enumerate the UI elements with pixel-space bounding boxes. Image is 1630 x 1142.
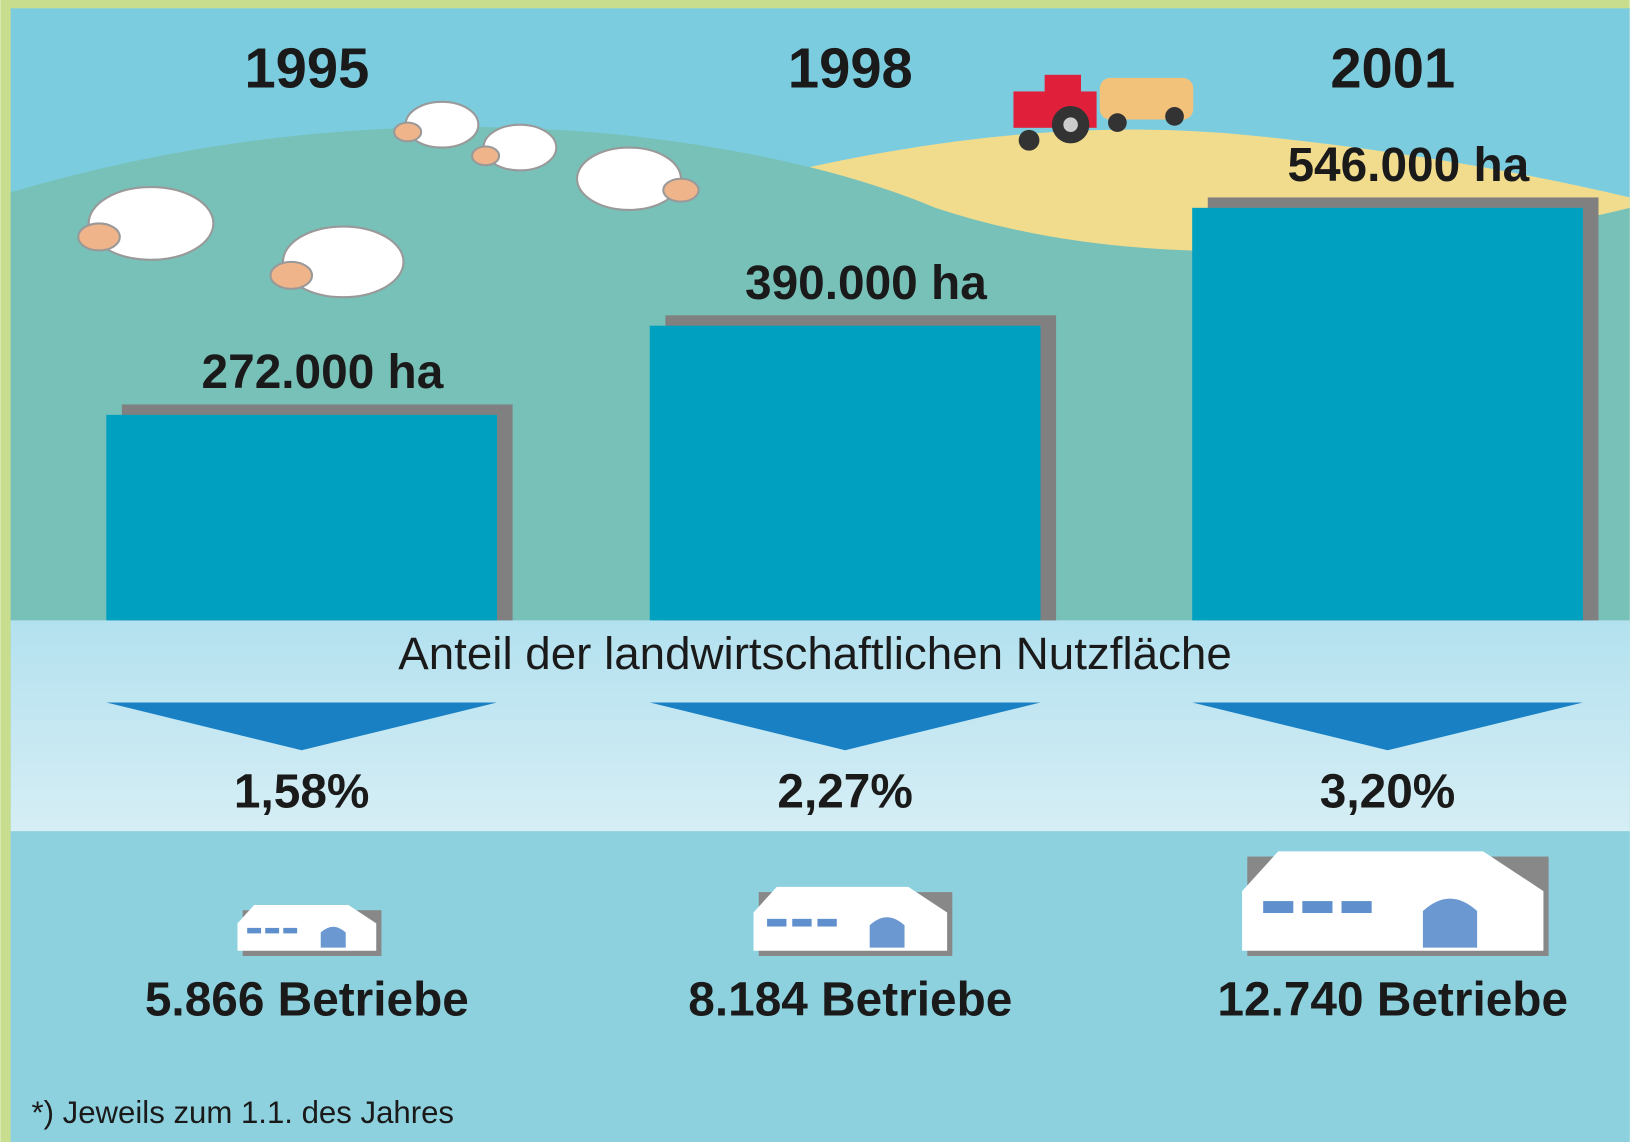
building-window xyxy=(1302,901,1333,914)
year-label: 2001 xyxy=(1330,37,1455,100)
farm-building xyxy=(1242,851,1544,951)
value-label: 390.000 ha xyxy=(745,257,987,310)
sheep-flock xyxy=(77,100,700,299)
bar xyxy=(1192,207,1583,621)
building-window xyxy=(817,918,837,927)
share-arrow xyxy=(106,702,498,751)
bar xyxy=(649,325,1041,621)
farm-label: 8.184 Betriebe xyxy=(688,973,1012,1026)
building-window xyxy=(283,927,298,934)
value-label: 546.000 ha xyxy=(1287,139,1529,192)
share-label: 1,58% xyxy=(234,766,369,819)
building-window xyxy=(265,927,280,934)
building-door xyxy=(320,926,346,948)
share-arrow xyxy=(649,702,1041,751)
footnote: *) Jeweils zum 1.1. des Jahres xyxy=(31,1095,454,1130)
value-label: 272.000 ha xyxy=(202,346,444,399)
farm-building xyxy=(237,905,377,951)
tractor xyxy=(1013,74,1194,151)
building-window xyxy=(792,918,812,927)
share-label: 3,20% xyxy=(1320,766,1455,819)
building-window xyxy=(1341,901,1372,914)
building-window xyxy=(1263,901,1294,914)
building-door xyxy=(869,917,905,948)
building-window xyxy=(767,918,787,927)
building-door xyxy=(1422,898,1478,948)
bar xyxy=(106,414,498,621)
building-window xyxy=(247,927,262,934)
farm-label: 5.866 Betriebe xyxy=(145,973,469,1026)
share-arrow xyxy=(1192,702,1583,751)
subtitle: Anteil der landwirtschaftlichen Nutzfläc… xyxy=(398,628,1232,679)
year-label: 1998 xyxy=(788,37,913,100)
year-label: 1995 xyxy=(244,37,369,100)
share-label: 2,27% xyxy=(777,766,912,819)
farm-label: 12.740 Betriebe xyxy=(1217,973,1568,1026)
